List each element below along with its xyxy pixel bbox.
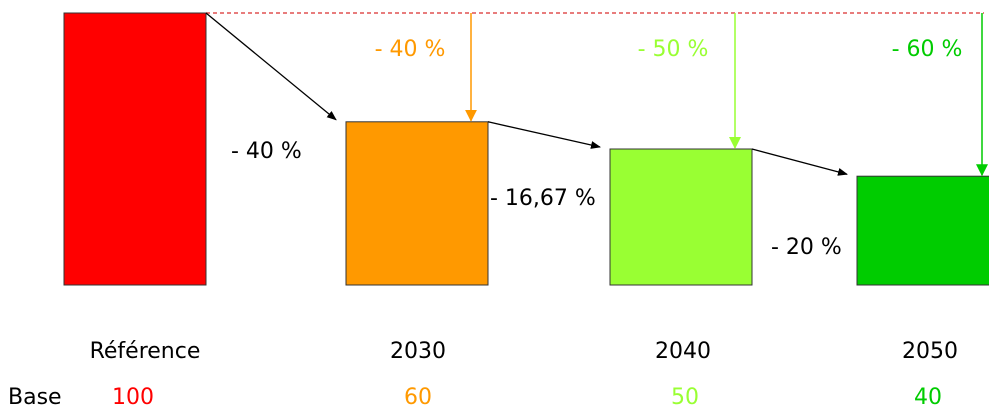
- base-row-label: Base: [8, 385, 62, 407]
- step-arrow-2: [487, 121, 601, 149]
- base-value-1: 60: [404, 385, 432, 407]
- step-label-1: - 40 %: [231, 139, 302, 164]
- bar-3: [856, 175, 989, 286]
- category-label-2: 2040: [655, 339, 711, 364]
- bar-1: [345, 121, 489, 286]
- step-label-3: - 20 %: [771, 235, 842, 260]
- step-arrow-3: [751, 148, 848, 176]
- cumulative-label-3: - 60 %: [892, 37, 963, 62]
- category-label-3: 2050: [902, 339, 958, 364]
- base-value-3: 40: [914, 385, 942, 407]
- bar-0: [63, 12, 207, 286]
- cumulative-label-2: - 50 %: [638, 37, 709, 62]
- cumulative-label-1: - 40 %: [375, 37, 446, 62]
- category-label-0: Référence: [90, 339, 201, 364]
- step-arrow-1: [205, 12, 337, 121]
- bar-2: [609, 148, 753, 286]
- base-value-2: 50: [671, 385, 699, 407]
- step-label-2: - 16,67 %: [490, 186, 596, 211]
- base-value-0: 100: [112, 385, 154, 407]
- category-label-1: 2030: [390, 339, 446, 364]
